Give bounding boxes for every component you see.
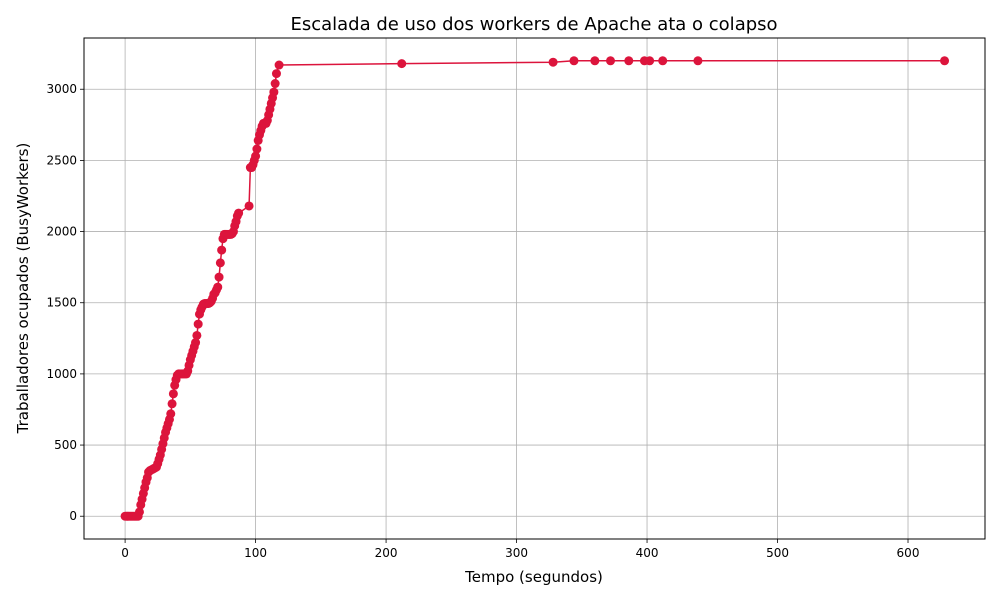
- data-point: [217, 245, 227, 255]
- data-point: [191, 338, 201, 348]
- y-tick-label: 500: [54, 438, 77, 452]
- data-point: [214, 272, 224, 282]
- data-point: [168, 389, 178, 399]
- data-point: [215, 258, 225, 268]
- data-point: [645, 56, 655, 66]
- data-point: [569, 56, 579, 66]
- data-point: [274, 60, 284, 70]
- y-tick-label: 0: [69, 509, 77, 523]
- data-point: [244, 201, 254, 211]
- plot-frame: [83, 37, 986, 540]
- y-tick-label: 3000: [46, 82, 77, 96]
- x-tick-label: 600: [897, 546, 920, 560]
- data-point: [192, 330, 202, 340]
- data-point: [693, 56, 703, 66]
- x-tick-label: 100: [244, 546, 267, 560]
- data-point: [271, 69, 281, 79]
- data-point: [252, 144, 262, 154]
- data-point: [251, 151, 261, 161]
- data-point: [590, 56, 600, 66]
- data-point: [624, 56, 634, 66]
- x-tick-label: 500: [766, 546, 789, 560]
- data-point: [134, 507, 144, 517]
- x-tick-label: 200: [375, 546, 398, 560]
- data-point: [234, 208, 244, 218]
- x-tick-label: 400: [636, 546, 659, 560]
- data-point: [213, 282, 223, 292]
- y-tick-label: 1500: [46, 296, 77, 310]
- data-point: [397, 59, 407, 69]
- data-point: [606, 56, 616, 66]
- chart-title: Escalada de uso dos workers de Apache at…: [290, 14, 777, 35]
- data-point: [940, 56, 950, 66]
- y-tick-label: 2000: [46, 225, 77, 239]
- data-point: [166, 409, 176, 419]
- data-point: [269, 87, 279, 97]
- data-point: [193, 319, 203, 329]
- series-layer: [120, 56, 950, 521]
- x-tick-label: 300: [505, 546, 528, 560]
- y-tick-label: 2500: [46, 153, 77, 167]
- y-tick-label: 1000: [46, 367, 77, 381]
- x-axis-title: Tempo (segundos): [464, 568, 603, 586]
- data-point: [167, 399, 177, 409]
- data-point: [270, 79, 280, 89]
- data-point: [658, 56, 668, 66]
- data-point: [548, 57, 558, 67]
- axes: 0 100 200 300 400 500 600 0 500 1000 1500 2000 2500 3…: [46, 82, 919, 560]
- y-axis-title: Traballadores ocupados (BusyWorkers): [14, 143, 32, 435]
- x-tick-label: 0: [121, 546, 129, 560]
